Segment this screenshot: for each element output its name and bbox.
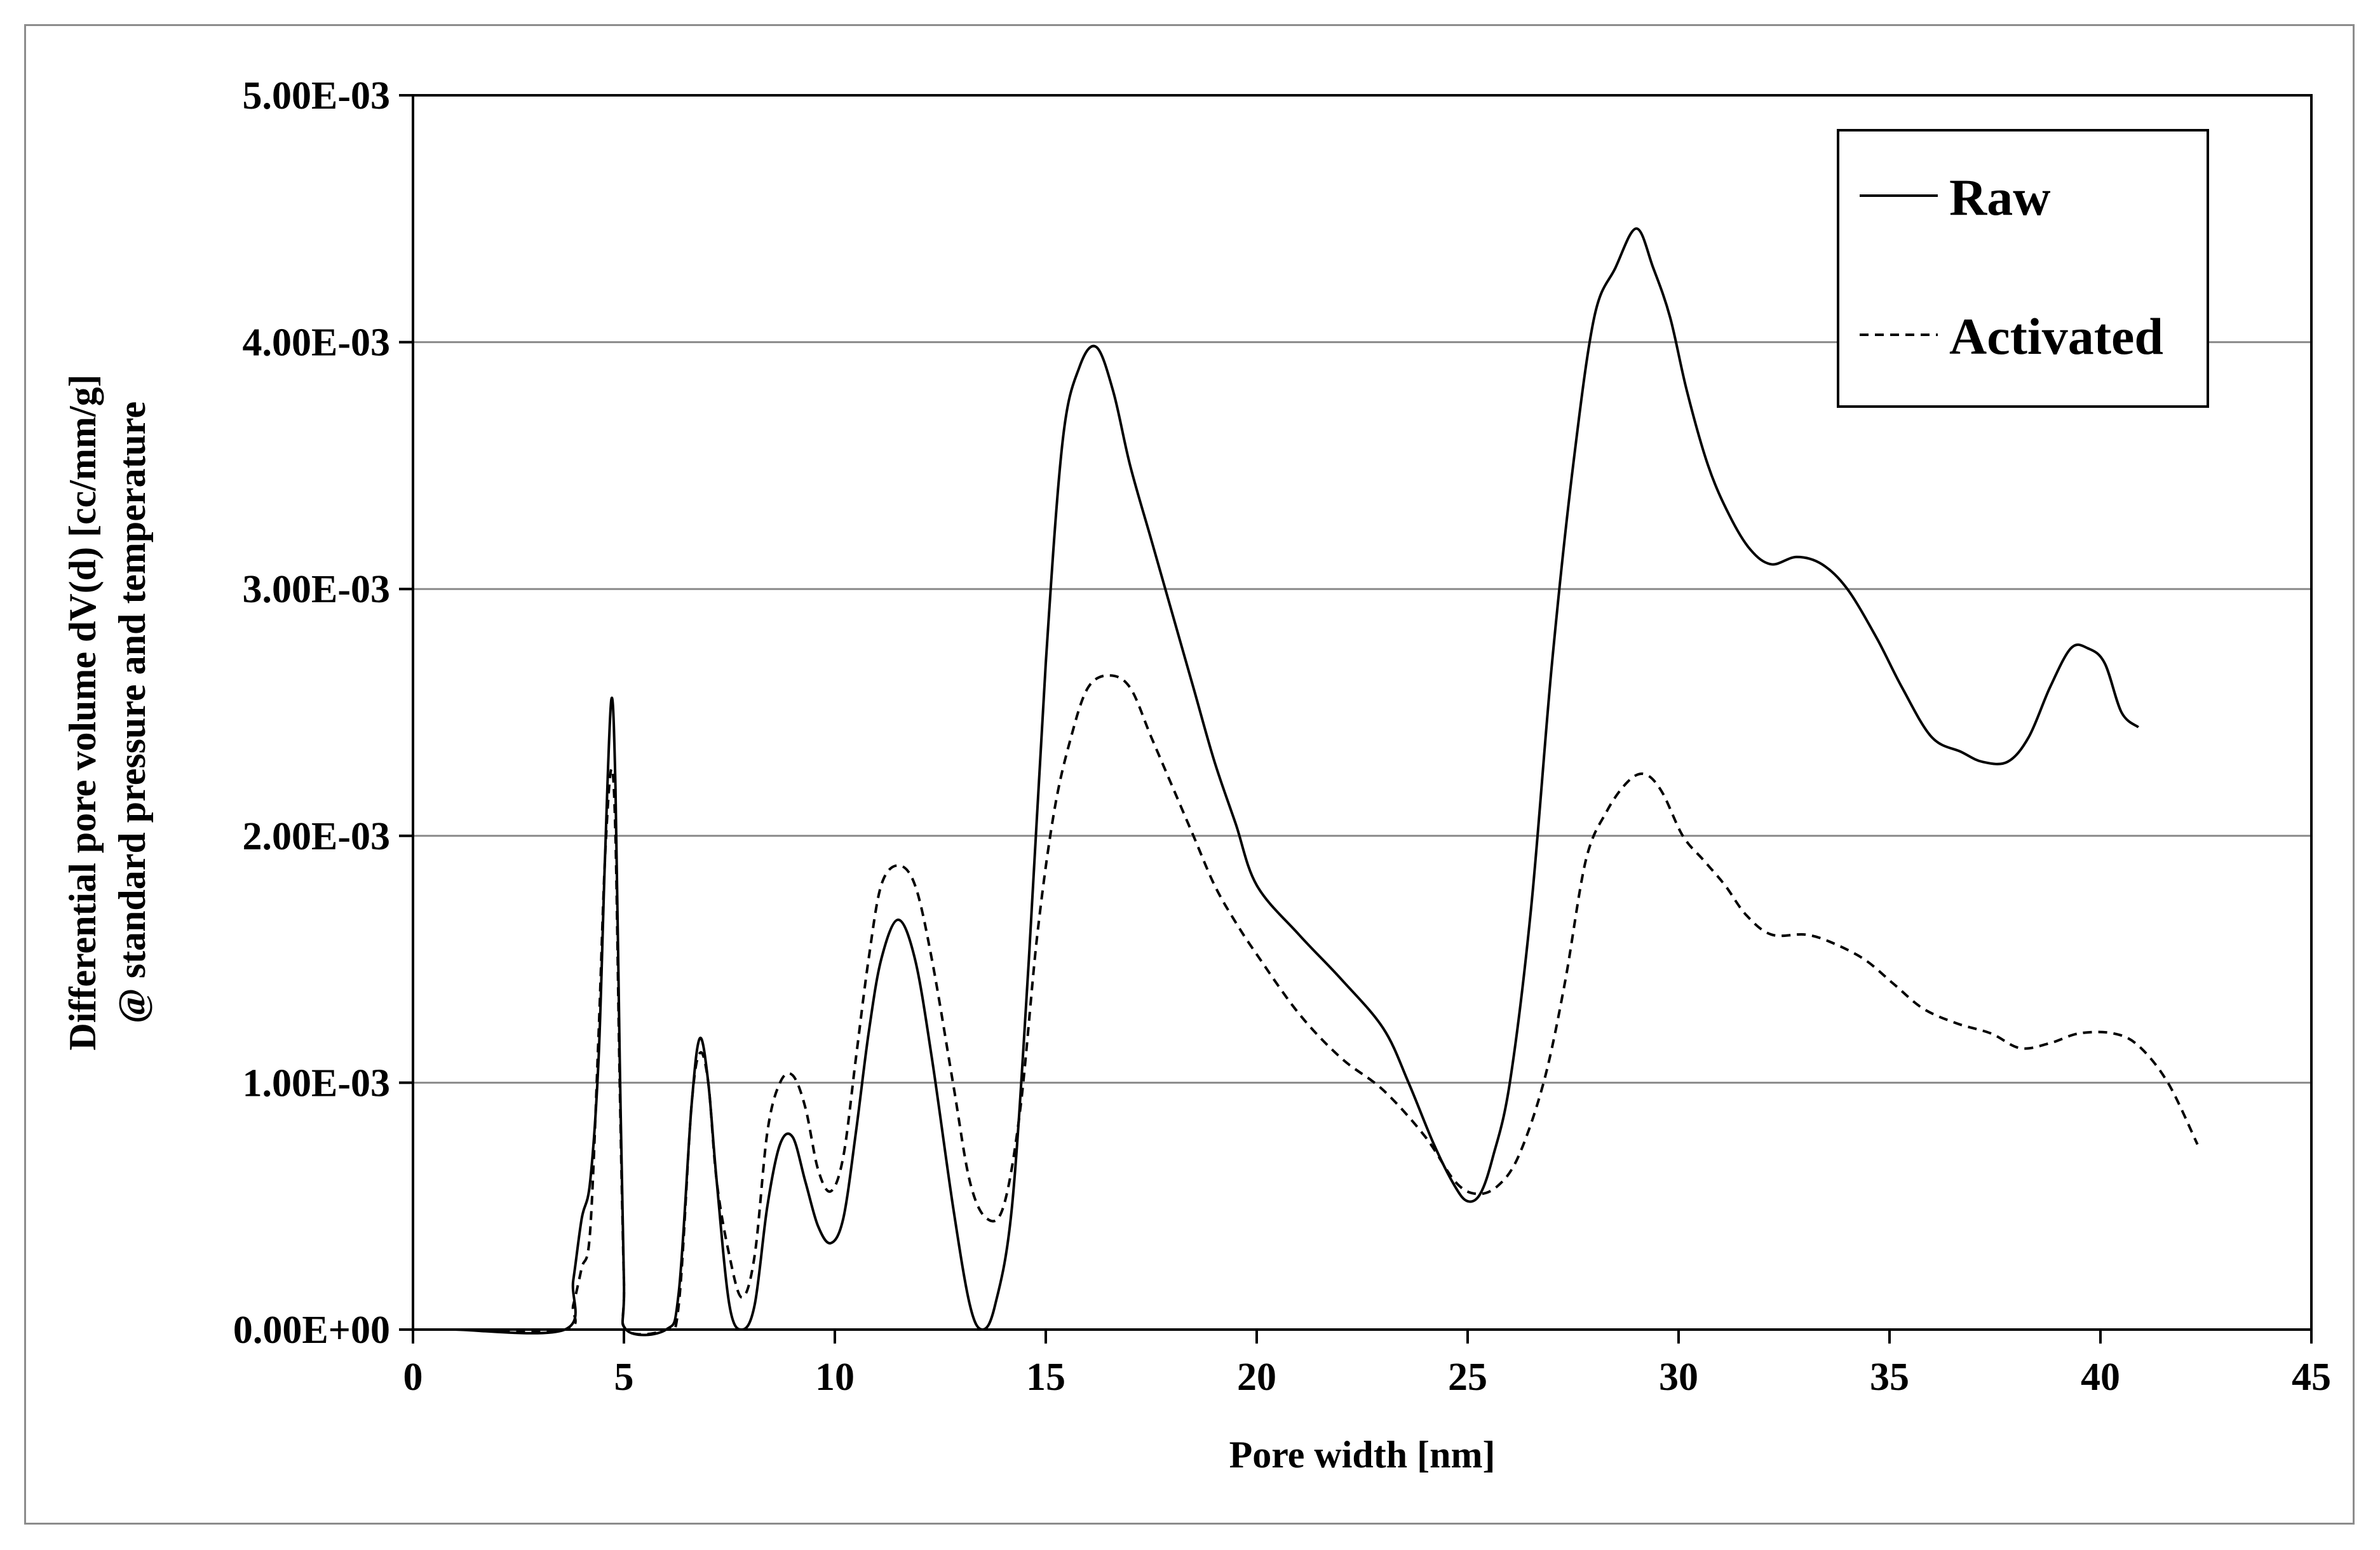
x-tick-label: 40 <box>2081 1356 2120 1399</box>
x-tick-label: 15 <box>1026 1356 1065 1399</box>
plot-area <box>412 94 2313 1331</box>
y-tick-label: 3.00E-03 <box>243 568 391 611</box>
x-tick-label: 0 <box>403 1356 423 1399</box>
y-axis-title-line2: @ standard pressure and temperature <box>111 401 153 1023</box>
y-tick-label: 2.00E-03 <box>243 815 391 858</box>
x-tick-label: 20 <box>1237 1356 1276 1399</box>
x-tick-label: 10 <box>815 1356 855 1399</box>
series-line-activated <box>455 674 2199 1336</box>
y-tick-label: 1.00E-03 <box>243 1061 391 1105</box>
y-tick-label: 0.00E+00 <box>233 1309 390 1352</box>
x-tick-label: 25 <box>1448 1356 1487 1399</box>
chart-frame <box>24 24 2355 1525</box>
y-axis-title-line1: Differential pore volume dV(d) [cc/mm/g] <box>62 374 104 1050</box>
x-axis-title: Pore width [nm] <box>1229 1434 1496 1476</box>
legend: Raw Activated <box>1837 129 2209 408</box>
x-tick-label: 45 <box>2292 1356 2331 1399</box>
x-tick-label: 5 <box>614 1356 634 1399</box>
y-axis-ticks: 0.00E+00 1.00E-03 2.00E-03 3.00E-03 4.00E-03… <box>233 74 413 1352</box>
gridlines <box>413 341 2311 1084</box>
series-layer <box>455 227 2199 1337</box>
x-tick-label: 30 <box>1659 1356 1698 1399</box>
series-line-raw <box>455 227 2140 1337</box>
y-tick-label: 5.00E-03 <box>243 74 391 118</box>
x-tick-label: 35 <box>1870 1356 1909 1399</box>
legend-box <box>1837 129 2209 408</box>
legend-label-raw: Raw <box>1949 168 2050 226</box>
y-tick-label: 4.00E-03 <box>243 321 391 365</box>
x-axis-ticks: 0 5 10 15 20 25 30 35 40 45 <box>403 1330 2331 1399</box>
legend-label-activated: Activated <box>1949 307 2163 365</box>
